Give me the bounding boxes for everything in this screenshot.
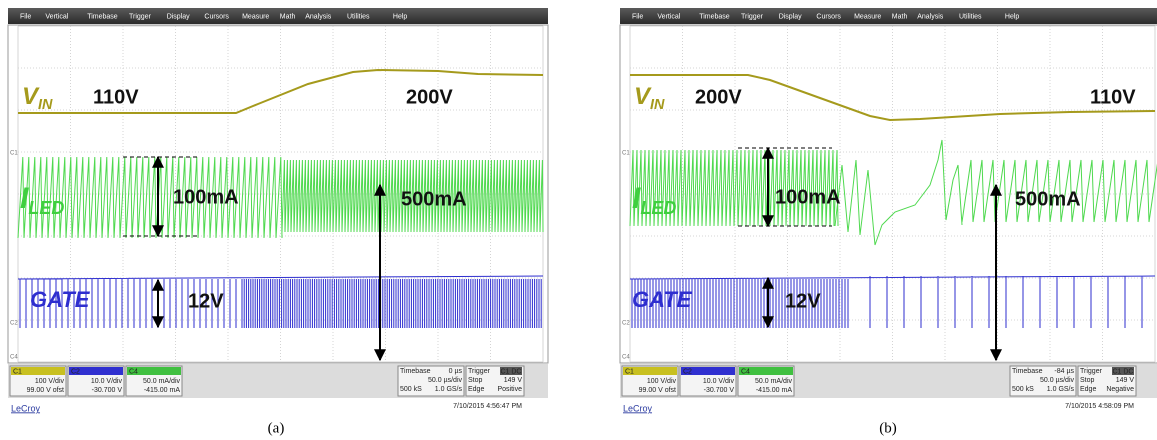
channel-badge-label: C1 bbox=[625, 368, 634, 375]
menu-item[interactable]: Measure bbox=[242, 13, 269, 20]
vin-left-value: 200V bbox=[695, 86, 742, 108]
timebase-rate: 50.0 µs/div bbox=[428, 377, 462, 384]
menu-item[interactable]: Cursors bbox=[816, 13, 841, 20]
channel-marker: C1 bbox=[622, 151, 630, 157]
menu-item[interactable]: Help bbox=[393, 13, 408, 20]
trigger-type: Edge bbox=[1080, 386, 1096, 393]
caption: (a) bbox=[268, 420, 285, 436]
menu-item[interactable]: Timebase bbox=[699, 13, 730, 20]
channel-marker: C4 bbox=[622, 355, 630, 361]
trigger-mode: Stop bbox=[1080, 377, 1095, 384]
channel-scale: 100 V/div bbox=[647, 378, 677, 385]
channel-marker: C1 bbox=[10, 151, 18, 157]
menu-item[interactable]: Display bbox=[167, 13, 190, 20]
timebase-samples: 500 kS bbox=[1012, 386, 1034, 393]
menu-item[interactable]: Utilities bbox=[347, 13, 370, 20]
timebase-samples: 500 kS bbox=[400, 386, 422, 393]
gate-label: GATE bbox=[30, 287, 91, 312]
scope-window: File Vertical Timebase Trigger Display Cursor… bbox=[8, 8, 548, 436]
channel-offset: 99.00 V ofst bbox=[27, 387, 64, 394]
menu-item[interactable]: Analysis bbox=[305, 13, 332, 20]
vin-right-value: 110V bbox=[1090, 86, 1136, 108]
menu-item[interactable]: File bbox=[632, 13, 643, 20]
channel-badge-label: C1 bbox=[13, 368, 22, 375]
menu-item[interactable]: Trigger bbox=[129, 13, 152, 20]
menu-item[interactable]: Trigger bbox=[741, 13, 764, 20]
vin-label-sub: IN bbox=[38, 97, 53, 113]
vin-label-sub: IN bbox=[650, 97, 665, 113]
gate-label: GATE bbox=[632, 287, 693, 312]
menu-item[interactable]: File bbox=[20, 13, 31, 20]
trigger-mode: Stop bbox=[468, 377, 483, 384]
channel-offset: 99.00 V ofst bbox=[639, 387, 676, 394]
menu-item[interactable]: Help bbox=[1005, 13, 1020, 20]
channel-offset: -30.700 V bbox=[704, 387, 735, 394]
channel-offset: -30.700 V bbox=[92, 387, 123, 394]
trigger-slope: Negative bbox=[1106, 386, 1134, 393]
page: File Vertical Timebase Trigger Display Cursor… bbox=[0, 0, 1157, 440]
iled-large-value: 500mA bbox=[1015, 188, 1081, 210]
menu-item[interactable]: Math bbox=[280, 13, 296, 20]
channel-scale: 50.0 mA/div bbox=[143, 378, 180, 385]
caption: (b) bbox=[879, 420, 897, 436]
timebase-delay: -84 µs bbox=[1054, 368, 1074, 375]
trigger-level: 149 V bbox=[504, 377, 523, 384]
trigger-title: Trigger bbox=[1080, 368, 1103, 375]
timestamp: 7/10/2015 4:58:09 PM bbox=[1065, 403, 1134, 410]
menu-item[interactable]: Cursors bbox=[204, 13, 229, 20]
menu-item[interactable]: Math bbox=[892, 13, 908, 20]
brand: LeCroy bbox=[623, 403, 653, 413]
channel-scale: 10.0 V/div bbox=[703, 378, 735, 385]
channel-badge-label: C4 bbox=[741, 368, 750, 375]
timebase-delay: 0 µs bbox=[449, 368, 463, 375]
figure: File Vertical Timebase Trigger Display Cursor… bbox=[0, 0, 1157, 440]
vin-right-value: 200V bbox=[406, 86, 453, 108]
channel-badge-label: C2 bbox=[683, 368, 692, 375]
channel-badge-label: C4 bbox=[129, 368, 138, 375]
channel-scale: 10.0 V/div bbox=[91, 378, 123, 385]
channel-offset: -415.00 mA bbox=[144, 387, 181, 394]
timestamp: 7/10/2015 4:56:47 PM bbox=[453, 403, 522, 410]
channel-marker: C4 bbox=[10, 355, 18, 361]
timebase-title: Timebase bbox=[400, 368, 431, 375]
menu-item[interactable]: Analysis bbox=[917, 13, 944, 20]
menu-item[interactable]: Utilities bbox=[959, 13, 982, 20]
timebase-title: Timebase bbox=[1012, 368, 1043, 375]
iled-small-value: 100mA bbox=[775, 186, 841, 208]
menu-item[interactable]: Vertical bbox=[657, 13, 680, 20]
menu-item[interactable]: Measure bbox=[854, 13, 881, 20]
channel-scale: 100 V/div bbox=[35, 378, 65, 385]
channel-marker: C2 bbox=[622, 321, 630, 327]
trigger-title: Trigger bbox=[468, 368, 491, 375]
timebase-sample-rate: 1.0 GS/s bbox=[1047, 386, 1075, 393]
menu-item[interactable]: Timebase bbox=[87, 13, 118, 20]
iled-label-sub: LED bbox=[28, 198, 64, 218]
scope-window: File Vertical Timebase Trigger Display Cursor… bbox=[620, 8, 1157, 436]
menu-item[interactable]: Vertical bbox=[45, 13, 68, 20]
trigger-source: C1 DC bbox=[500, 368, 521, 375]
iled-label-sub: LED bbox=[640, 198, 676, 218]
trigger-source: C1 DC bbox=[1112, 368, 1133, 375]
trigger-slope: Positive bbox=[497, 386, 522, 393]
timebase-sample-rate: 1.0 GS/s bbox=[435, 386, 463, 393]
brand: LeCroy bbox=[11, 403, 41, 413]
channel-badge-label: C2 bbox=[71, 368, 80, 375]
iled-small-value: 100mA bbox=[173, 186, 239, 208]
trigger-type: Edge bbox=[468, 386, 484, 393]
timebase-rate: 50.0 µs/div bbox=[1040, 377, 1074, 384]
menu-item[interactable]: Display bbox=[779, 13, 802, 20]
channel-scale: 50.0 mA/div bbox=[755, 378, 792, 385]
trigger-level: 149 V bbox=[1116, 377, 1135, 384]
vin-left-value: 110V bbox=[93, 86, 139, 108]
iled-large-value: 500mA bbox=[401, 188, 467, 210]
gate-value: 12V bbox=[188, 290, 224, 312]
gate-value: 12V bbox=[785, 290, 821, 312]
channel-offset: -415.00 mA bbox=[756, 387, 793, 394]
channel-marker: C2 bbox=[10, 321, 18, 327]
